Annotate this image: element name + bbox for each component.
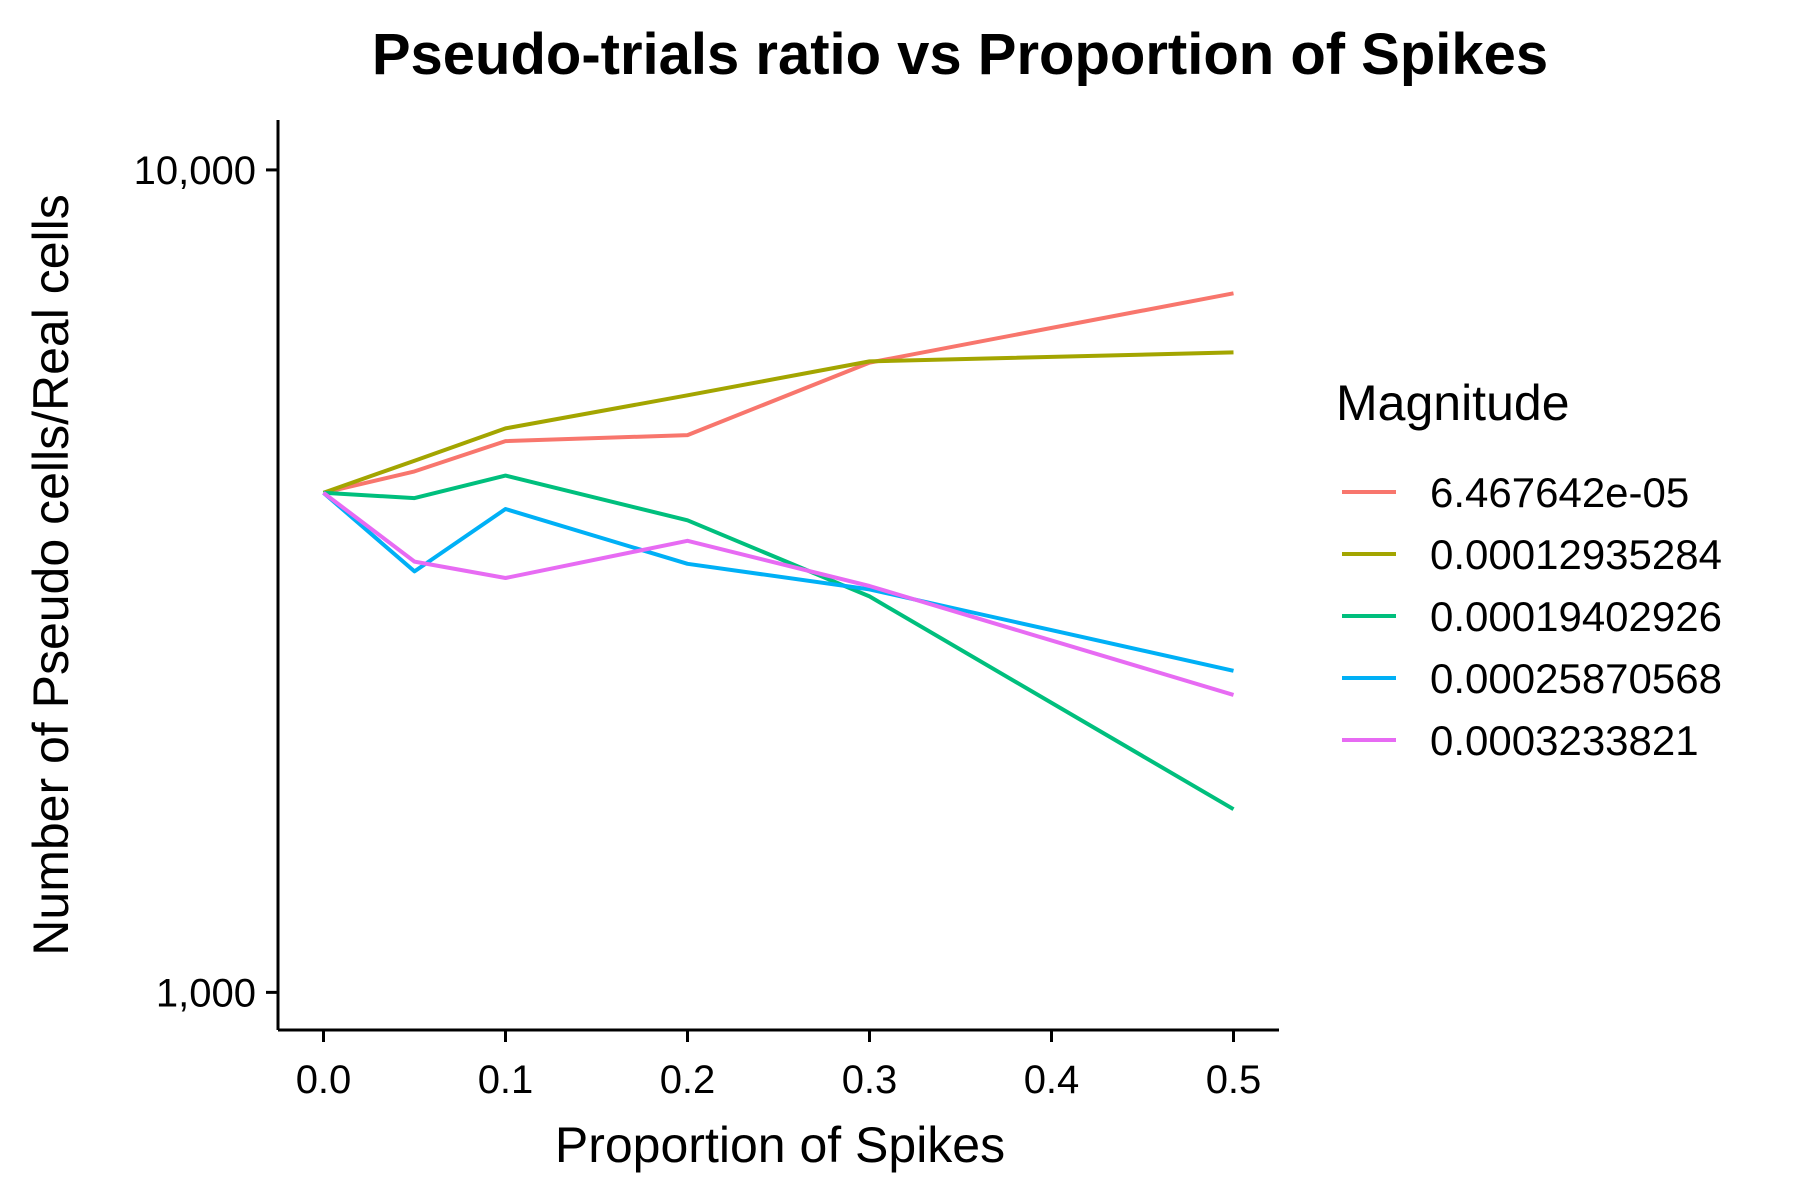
- legend-label: 0.00025870568: [1430, 655, 1722, 702]
- legend-label: 0.00012935284: [1430, 531, 1722, 578]
- y-tick-label: 10,000: [134, 149, 256, 193]
- series-line-5: [322, 491, 1235, 697]
- x-tick-label: 0.5: [1206, 1058, 1262, 1102]
- chart-title: Pseudo-trials ratio vs Proportion of Spi…: [372, 22, 1548, 87]
- series-line-2: [322, 350, 1234, 495]
- x-ticks: 0.0 0.1 0.2 0.3 0.4 0.5: [296, 1030, 1262, 1102]
- legend-label: 6.467642e-05: [1430, 469, 1689, 516]
- legend-title: Magnitude: [1336, 375, 1570, 431]
- legend-label: 0.0003233821: [1430, 717, 1699, 764]
- series-line-1: [323, 291, 1234, 495]
- y-ticks: 1,000 10,000: [134, 149, 278, 1015]
- x-tick-label: 0.1: [478, 1058, 534, 1102]
- x-tick-label: 0.3: [842, 1058, 898, 1102]
- x-tick-label: 0.0: [296, 1058, 352, 1102]
- series-line-3: [323, 473, 1235, 811]
- x-axis-title: Proportion of Spikes: [555, 1117, 1005, 1173]
- x-tick-label: 0.4: [1024, 1058, 1080, 1102]
- x-tick-label: 0.2: [660, 1058, 716, 1102]
- legend-label: 0.00019402926: [1430, 593, 1722, 640]
- plot-area: [322, 291, 1235, 811]
- y-tick-label: 1,000: [156, 971, 256, 1015]
- series-line-4: [322, 491, 1234, 673]
- legend: Magnitude 6.467642e-05 0.00012935284 0.000…: [1336, 375, 1722, 764]
- y-axis-title: Number of Pseudo cells/Real cells: [23, 194, 79, 955]
